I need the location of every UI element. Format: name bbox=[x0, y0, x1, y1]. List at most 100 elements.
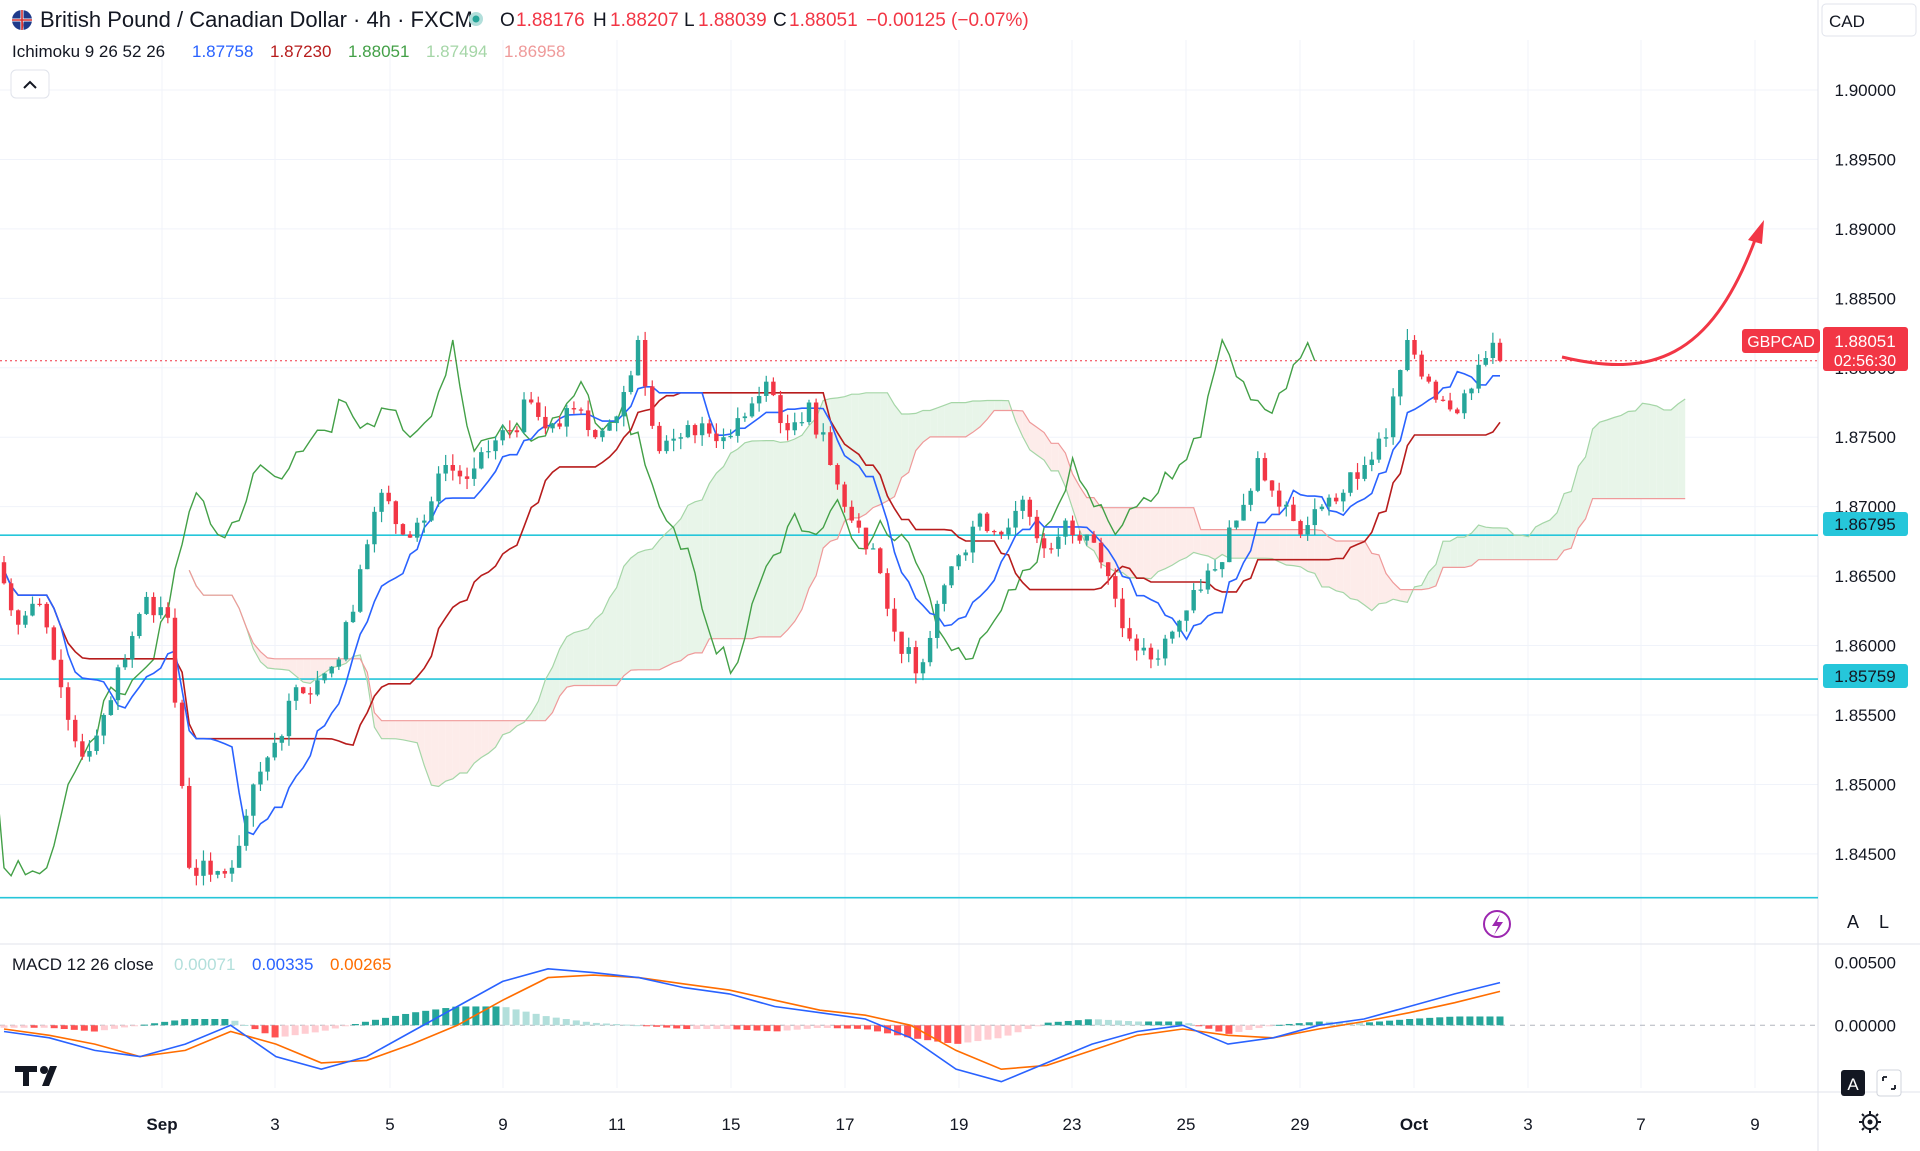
macd-tick-label: 0.00500 bbox=[1835, 954, 1896, 973]
candle bbox=[1070, 515, 1075, 544]
bullish-arrow bbox=[1561, 220, 1764, 367]
candle bbox=[172, 608, 178, 708]
candle-body bbox=[678, 437, 683, 439]
ohlc-low-value: 1.88039 bbox=[698, 10, 767, 31]
candle-body bbox=[30, 603, 35, 616]
candle bbox=[329, 665, 334, 678]
candle bbox=[1490, 332, 1496, 364]
macd-auto-scale-button[interactable]: A bbox=[1841, 1070, 1865, 1096]
macd-histogram-bar bbox=[1135, 1021, 1143, 1026]
macd-label[interactable]: MACD 12 26 close bbox=[12, 955, 154, 974]
currency-button[interactable]: CAD bbox=[1821, 3, 1917, 37]
candle bbox=[1205, 563, 1211, 594]
candle bbox=[735, 407, 740, 443]
candle bbox=[23, 610, 28, 628]
candle-body bbox=[1262, 458, 1268, 481]
lightning-alert-icon[interactable] bbox=[1483, 910, 1511, 938]
symbol-title[interactable]: British Pound / Canadian Dollar · 4h · F… bbox=[40, 7, 473, 32]
time-tick-label: Sep bbox=[146, 1115, 177, 1134]
macd-histogram-bar bbox=[1165, 1021, 1173, 1026]
macd-histogram-bar bbox=[1074, 1020, 1082, 1026]
macd-histogram-bar bbox=[392, 1015, 400, 1026]
log-scale-button[interactable]: L bbox=[1879, 912, 1889, 932]
candle bbox=[158, 596, 163, 619]
cloud-segment bbox=[1642, 403, 1650, 499]
candle bbox=[714, 423, 719, 448]
ichimoku-label[interactable]: Ichimoku 9 26 52 26 bbox=[12, 42, 165, 61]
cloud-segment bbox=[1663, 409, 1671, 499]
candle bbox=[1084, 534, 1090, 546]
candle bbox=[970, 520, 976, 563]
macd-histogram-bar bbox=[602, 1023, 610, 1026]
cloud-segment bbox=[431, 720, 439, 787]
cloud-segment bbox=[1556, 493, 1565, 560]
candle bbox=[685, 420, 691, 439]
candle-body bbox=[1341, 492, 1346, 502]
collapse-legend-button[interactable] bbox=[10, 69, 50, 99]
macd-histogram-bar bbox=[914, 1025, 922, 1039]
candle bbox=[101, 713, 106, 745]
candle bbox=[771, 377, 776, 397]
macd-histogram-bar bbox=[1386, 1020, 1394, 1026]
macd-histogram-bar bbox=[974, 1025, 982, 1042]
time-tick-label: 3 bbox=[270, 1115, 279, 1134]
candle-body bbox=[1333, 497, 1339, 502]
candle-body bbox=[593, 430, 598, 438]
symbol-tag-label: GBPCAD bbox=[1747, 334, 1815, 351]
settings-gear-icon[interactable] bbox=[1859, 1111, 1881, 1133]
candle bbox=[1405, 328, 1410, 372]
candle bbox=[464, 467, 470, 490]
arrow-head bbox=[1748, 220, 1764, 244]
macd-histogram-bar bbox=[1436, 1017, 1444, 1026]
candle bbox=[443, 454, 448, 482]
cloud-segment bbox=[887, 392, 895, 501]
cloud-segment bbox=[972, 401, 980, 433]
candle-body bbox=[158, 607, 163, 616]
candle-body bbox=[1177, 620, 1182, 632]
cloud-segment bbox=[545, 667, 553, 721]
candle-body bbox=[222, 871, 228, 874]
auto-scale-button[interactable]: A bbox=[1847, 912, 1859, 932]
time-axis[interactable]: Sep 3 5 9 11 15 17 19 23 25 29 Oct 3 7 9 bbox=[146, 1115, 1759, 1134]
candle bbox=[721, 428, 726, 449]
macd-histogram-bar bbox=[803, 1025, 811, 1029]
macd-histogram-bar bbox=[442, 1008, 450, 1026]
candle bbox=[557, 416, 562, 430]
candle bbox=[422, 514, 427, 533]
price-tick-label: 1.87500 bbox=[1835, 428, 1896, 447]
candle bbox=[1462, 389, 1467, 419]
fullscreen-icon[interactable] bbox=[1876, 1069, 1902, 1097]
candle bbox=[187, 777, 192, 870]
candle bbox=[179, 699, 185, 789]
price-tick-label: 1.84500 bbox=[1835, 845, 1896, 864]
cloud-segment bbox=[858, 392, 866, 518]
cloud-segment bbox=[467, 720, 475, 774]
macd-histogram-bar bbox=[934, 1025, 942, 1042]
candle-body bbox=[322, 673, 327, 681]
macd-histogram-bar bbox=[60, 1025, 68, 1030]
candle bbox=[749, 397, 755, 418]
time-tick-label: 29 bbox=[1291, 1115, 1310, 1134]
candle-body bbox=[471, 468, 477, 479]
cloud-segment bbox=[944, 402, 952, 437]
candle-body bbox=[528, 399, 534, 403]
cloud-segment bbox=[730, 448, 738, 639]
candle bbox=[920, 658, 926, 681]
candle bbox=[165, 602, 171, 624]
candle-body bbox=[23, 615, 28, 625]
candle-body bbox=[94, 735, 99, 752]
macd-histogram-bar bbox=[924, 1025, 932, 1041]
candle bbox=[436, 466, 441, 507]
macd-histogram-bar bbox=[522, 1011, 530, 1026]
cloud-segment bbox=[395, 720, 403, 740]
cloud-segment bbox=[1150, 507, 1159, 579]
macd-histogram-bar bbox=[843, 1025, 851, 1029]
candle-body bbox=[949, 566, 954, 586]
candle bbox=[927, 630, 933, 667]
countdown-label: 02:56:30 bbox=[1834, 353, 1896, 370]
candle-body bbox=[963, 552, 968, 556]
candle-body bbox=[1048, 548, 1054, 550]
candle bbox=[507, 420, 512, 439]
cloud-segment bbox=[1670, 403, 1679, 499]
